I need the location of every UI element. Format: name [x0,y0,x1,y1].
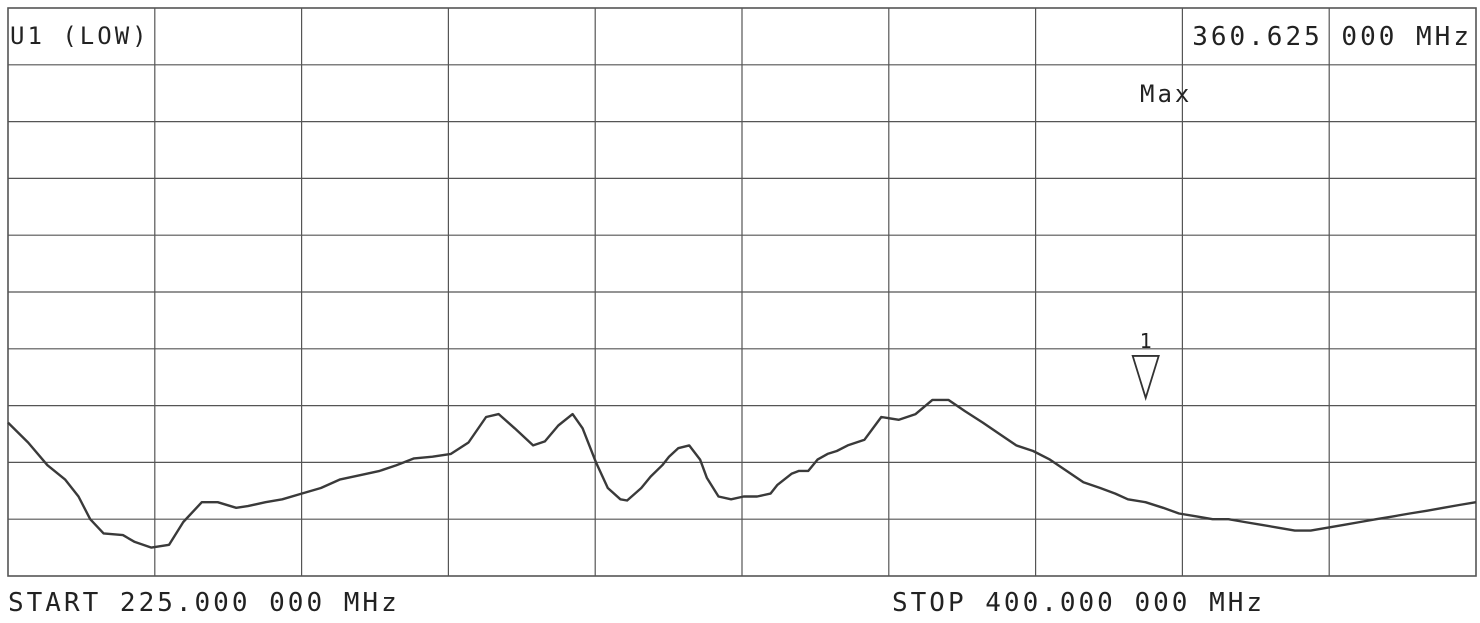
channel-label: U1 (LOW) [10,22,150,50]
marker-triangle-icon [1131,355,1160,401]
marker-mode-label: Max [1140,80,1193,108]
marker-1: 1 [1131,329,1160,401]
plot-grid [7,7,1477,577]
start-frequency-label: START 225.000 000 MHz [8,588,400,618]
stop-frequency-label: STOP 400.000 000 MHz [892,588,1266,618]
series-line-1 [7,398,1477,549]
marker-frequency-readout: 360.625 000 MHz [1192,22,1472,52]
marker-number-label: 1 [1140,329,1152,353]
trace-layer [7,398,1477,549]
